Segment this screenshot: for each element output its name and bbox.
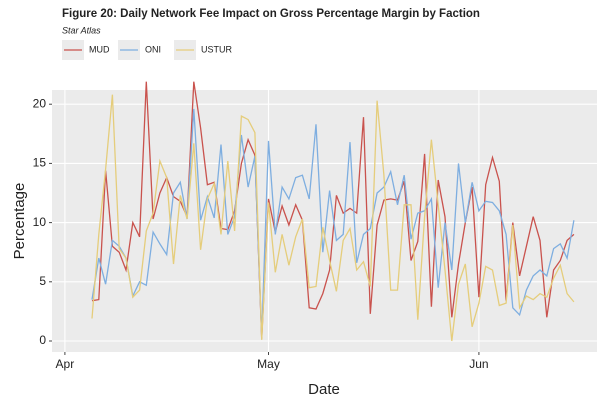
series-line — [91, 94, 575, 342]
y-axis-label: Percentage — [11, 183, 28, 260]
series-line — [91, 108, 575, 336]
plot-panel — [52, 90, 597, 352]
y-tick-label: 10 — [33, 215, 47, 229]
legend-label: MUD — [89, 44, 110, 54]
legend-label: ONI — [145, 44, 161, 54]
chart-subtitle: Star Atlas — [62, 25, 101, 35]
series-line — [91, 81, 575, 339]
y-tick-label: 15 — [33, 156, 47, 170]
chart-title: Figure 20: Daily Network Fee Impact on G… — [62, 8, 480, 20]
x-axis-label: Date — [308, 381, 340, 398]
x-tick-label: May — [257, 357, 280, 371]
x-tick-label: Apr — [56, 357, 75, 371]
x-tick-label: Jun — [469, 357, 488, 371]
y-tick-label: 20 — [33, 96, 47, 110]
y-tick-label: 5 — [39, 274, 46, 288]
y-tick-label: 0 — [39, 333, 46, 347]
legend-label: USTUR — [201, 44, 232, 54]
